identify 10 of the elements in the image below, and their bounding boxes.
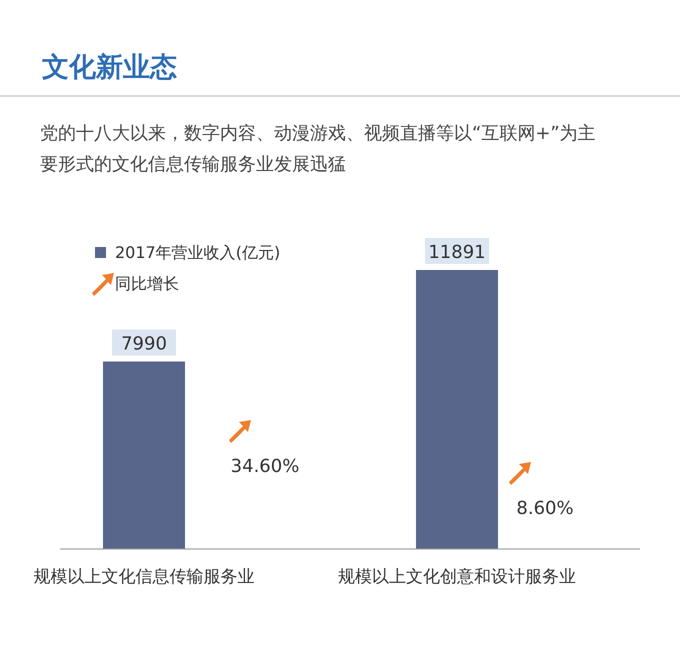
legend-label: 2017年营业收入(亿元) xyxy=(115,243,280,262)
annotation: 34.60% xyxy=(230,456,300,477)
title: 文化新业态 xyxy=(42,52,177,83)
annotation: 8.60% xyxy=(516,498,574,519)
annotation: 同比增长 xyxy=(115,274,179,293)
x-tick-label: 规模以上文化信息传输服务业 xyxy=(34,567,254,587)
x-tick-label: 规模以上文化创意和设计服务业 xyxy=(338,567,576,587)
subtitle: 党的十八大以来，数字内容、动漫游戏、视频直播等以“互联网+”为主要形式的文化信息传输服务业发展迅猛 xyxy=(40,122,597,177)
data-label: 7990 xyxy=(121,334,167,355)
data-label: 11891 xyxy=(428,242,486,263)
